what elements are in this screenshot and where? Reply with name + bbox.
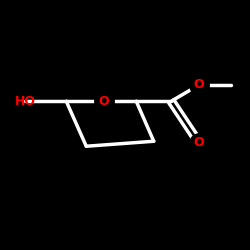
Text: O: O (98, 95, 109, 108)
Text: O: O (194, 78, 204, 92)
Text: HO: HO (14, 95, 36, 108)
Text: O: O (194, 136, 204, 149)
